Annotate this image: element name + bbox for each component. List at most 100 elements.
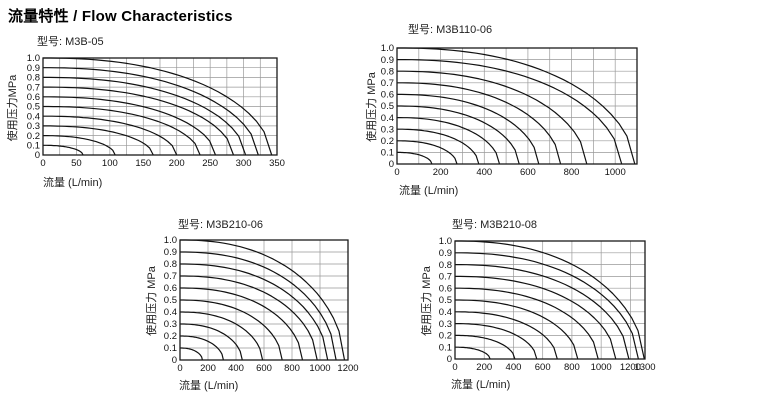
y-tick-label: 0.6 [164,283,177,294]
y-tick-label: 0 [172,355,177,366]
x-tick-labels: 0 200 400 600 800 1000 1200 [177,363,358,374]
x-tick-label: 50 [71,158,82,169]
y-tick-labels: 1.00.90.80.70.60.50.40.30.20.10 [381,43,394,170]
y-tick-label: 0 [35,150,40,161]
x-tick-label: 1000 [591,362,612,373]
y-tick-label: 0.5 [164,295,177,306]
chart-header-m3b-05: 型号: M3B-05 [37,36,104,48]
flow-curves [397,47,636,165]
x-tick-label: 200 [169,158,185,169]
gridlines [455,241,645,359]
gridlines [180,240,348,360]
flow-curve-0.6-MPa [455,287,599,360]
plot-border [396,47,638,165]
y-tick-label: 0.8 [381,66,394,77]
y-tick-label: 0.6 [439,283,452,294]
x-tick-label: 800 [564,167,580,178]
chart-header-m3b210-06: 型号: M3B210-06 [178,219,263,231]
flow-curve-0.2-MPa [397,140,458,165]
flow-curve-0.7-MPa [455,275,617,360]
y-tick-label: 0.8 [164,259,177,270]
flow-curve-0.7-MPa [43,86,235,156]
flow-curve-0.7-MPa [397,82,562,165]
flow-curve-0.3-MPa [180,323,243,361]
flow-curve-0.5-MPa [180,299,283,361]
flow-curve-1.0-MPa [180,239,346,361]
x-tick-label: 0 [394,167,399,178]
x-tick-label: 0 [452,362,457,373]
y-tick-label: 0.9 [27,63,40,74]
gridlines [397,48,637,164]
flow-curve-0.8-MPa [43,76,247,156]
flow-curve-0.2-MPa [180,335,224,361]
y-tick-label: 0.4 [381,113,394,124]
y-tick-label: 0.1 [27,141,40,152]
x-tick-label: 100 [102,158,118,169]
flow-curve-0.6-MPa [397,93,540,165]
y-tick-label: 0.9 [164,247,177,258]
x-tick-label: 200 [433,167,449,178]
flow-curve-0.6-MPa [180,287,304,361]
y-tick-label: 0.2 [27,131,40,142]
y-tick-label: 0.9 [439,248,452,259]
chart-header-m3b110-06: 型号: M3B110-06 [408,24,493,36]
x-tick-label: 350 [269,158,285,169]
x-tick-label: 150 [135,158,151,169]
flow-curve-0.5-MPa [397,105,520,165]
chart-header-m3b210-08: 型号: M3B210-08 [452,219,537,231]
y-tick-label: 0.5 [381,101,394,112]
x-tick-label: 800 [284,363,300,374]
flow-curve-0.1-MPa [43,144,84,156]
y-tick-label: 0.3 [164,319,177,330]
plot-m3b210-08: 1.00.90.80.70.60.50.40.30.20.100 200 400 60… [439,236,656,373]
x-tick-label: 1200 [337,363,358,374]
plot-m3b210-06: 1.00.90.80.70.60.50.40.30.20.100 200 400 60… [164,235,359,374]
x-tick-label: 600 [256,363,272,374]
plot-m3b-05: 1.00.90.80.70.60.50.40.30.20.100 50 100 150… [27,53,285,169]
y-tick-label: 0.7 [164,271,177,282]
flow-curve-0.4-MPa [180,311,264,361]
x-tick-labels: 0 50 100 150 200 250 300 350 [40,158,285,169]
flow-curve-0.3-MPa [397,128,480,165]
x-axis-title-m3b110-06: 流量 (L/min) [399,185,459,197]
y-tick-label: 1.0 [381,43,394,54]
y-tick-labels: 1.00.90.80.70.60.50.40.30.20.10 [439,236,452,365]
flow-curves [180,239,346,361]
flow-curves [455,240,645,360]
x-tick-label: 1000 [309,363,330,374]
y-tick-label: 0.3 [439,319,452,330]
flow-curve-1.0-MPa [455,240,645,360]
y-tick-label: 0.3 [381,124,394,135]
x-tick-label: 0 [40,158,45,169]
x-axis-title-m3b210-06: 流量 (L/min) [179,380,239,392]
flow-curve-0.5-MPa [43,105,201,156]
y-tick-label: 0.1 [439,342,452,353]
x-tick-label: 250 [202,158,218,169]
flow-curve-0.3-MPa [43,125,154,156]
y-tick-label: 0.4 [27,111,40,122]
x-tick-label: 1000 [605,167,626,178]
plot-border [179,239,349,361]
y-tick-label: 0.9 [381,55,394,66]
y-tick-label: 0.2 [381,136,394,147]
x-axis-title-m3b-05: 流量 (L/min) [43,177,103,189]
y-tick-label: 0.4 [439,307,452,318]
flow-curve-0.9-MPa [43,67,259,156]
flow-curve-0.2-MPa [455,334,516,360]
x-axis-title-m3b210-08: 流量 (L/min) [451,379,511,391]
y-tick-label: 0.1 [164,343,177,354]
gridlines [43,58,277,155]
flow-curve-0.9-MPa [455,252,639,360]
flow-curve-0.1-MPa [180,347,203,361]
flow-curve-0.9-MPa [180,251,337,361]
flow-curve-0.5-MPa [455,299,579,360]
flow-curve-1.0-MPa [43,57,273,156]
y-tick-label: 0.4 [164,307,177,318]
y-tick-labels: 1.00.90.80.70.60.50.40.30.20.10 [164,235,177,366]
y-tick-label: 1.0 [164,235,177,246]
flow-curve-0.9-MPa [397,59,623,165]
flow-curves [43,57,273,156]
flow-curve-1.0-MPa [397,47,636,165]
